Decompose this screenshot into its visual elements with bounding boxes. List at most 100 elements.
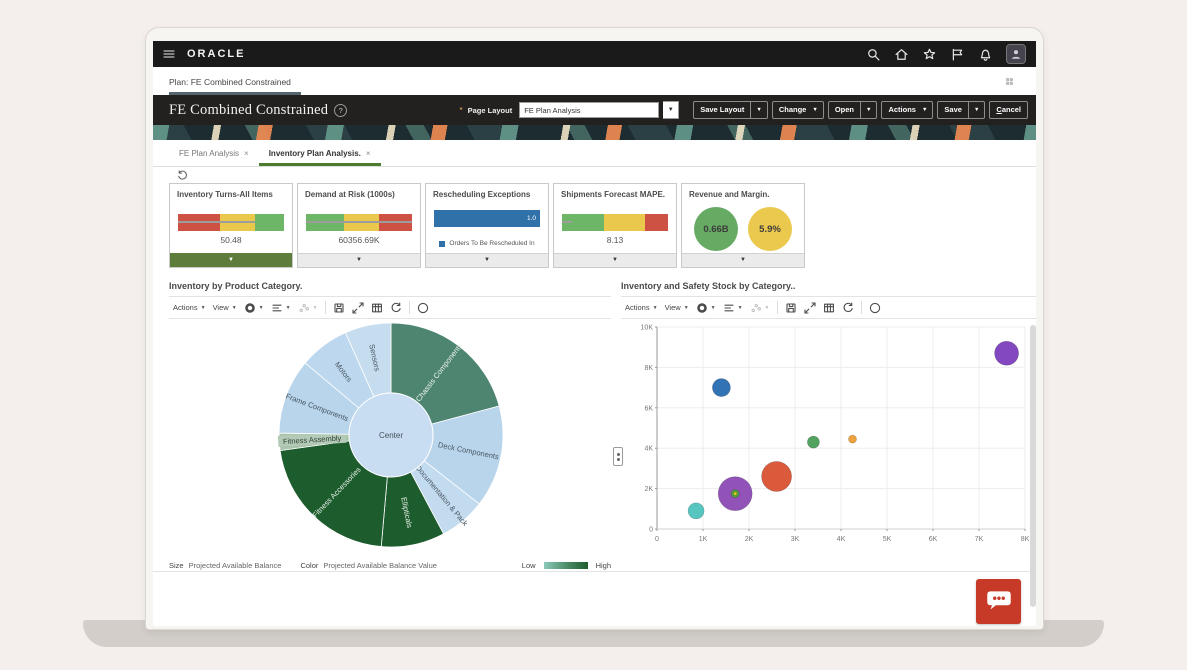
- scatter-chart-icon[interactable]: [750, 302, 762, 314]
- hamburger-menu-icon[interactable]: [163, 48, 175, 60]
- menu-caret: ▼: [683, 304, 689, 311]
- menu-label: Actions: [173, 303, 198, 312]
- view-menu[interactable]: View ▼: [665, 303, 689, 312]
- scatter-chart-icon-menu[interactable]: ▼: [750, 302, 770, 314]
- kpi-expand-footer[interactable]: ▼: [298, 253, 420, 267]
- kpi-tile-rescheduling-exceptions[interactable]: Rescheduling Exceptions 1.0 Orders To Be R…: [425, 183, 549, 268]
- plan-tab[interactable]: Plan: FE Combined Constrained: [169, 71, 301, 95]
- y-axis-pan-control[interactable]: [613, 447, 623, 466]
- save-layout-button[interactable]: Save Layout ▼: [693, 101, 768, 119]
- chat-button[interactable]: [976, 579, 1021, 624]
- bar-format-icon-menu[interactable]: ▼: [723, 302, 743, 314]
- bullet-segment: [604, 214, 645, 231]
- y-tick-label: 10K: [641, 325, 654, 332]
- bubble-chart[interactable]: 0 2K 4K 6K 8K 10K 0 1K 2K 3K 4K 5K 6K 7K 8K: [613, 319, 1036, 560]
- menu-caret: ▼: [652, 304, 658, 311]
- donut-chart-icon-menu[interactable]: ▼: [696, 302, 716, 314]
- table-view-icon[interactable]: [823, 302, 835, 314]
- actions-menu[interactable]: Actions ▼: [173, 303, 206, 312]
- change-button[interactable]: Change ▼: [771, 101, 824, 119]
- export-icon[interactable]: [785, 302, 797, 314]
- panel-toolbar: Actions ▼ View ▼ ▼ ▼ ▼?: [169, 296, 611, 319]
- kpi-tile-revenue-and-margin[interactable]: Revenue and Margin. 0.66B 5.9% ▼: [681, 183, 805, 268]
- bubble-point[interactable]: [733, 491, 738, 496]
- open-button[interactable]: Open ▼: [827, 101, 878, 119]
- bubble-point[interactable]: [761, 461, 792, 492]
- header-buttons: Save Layout ▼ Change ▼ Open ▼ Actions ▼ Save ▼ Can…: [689, 101, 1028, 119]
- button-label: Actions: [888, 105, 916, 114]
- split-caret[interactable]: ▼: [859, 102, 876, 118]
- bullet-marker: [178, 221, 256, 223]
- expand-icon[interactable]: [351, 301, 364, 314]
- restore-icon[interactable]: [390, 301, 402, 314]
- svg-text:?: ?: [421, 305, 425, 312]
- refresh-icon[interactable]: [177, 170, 188, 181]
- kpi-tile-demand-at-risk-1000s[interactable]: Demand at Risk (1000s) 60356.69K ▼: [297, 183, 421, 268]
- tab-inventory-plan-analysis[interactable]: Inventory Plan Analysis. ×: [258, 143, 381, 166]
- export-icon[interactable]: [333, 302, 345, 314]
- page-layout-select-arrow[interactable]: ▼: [663, 101, 680, 119]
- tab-fe-plan-analysis[interactable]: FE Plan Analysis ×: [169, 143, 259, 166]
- flag-icon[interactable]: [951, 48, 964, 61]
- title-help-icon[interactable]: ?: [334, 103, 348, 117]
- panel-toolbar: Actions ▼ View ▼ ▼ ▼ ▼?: [621, 296, 1036, 319]
- bubble-point[interactable]: [848, 434, 857, 444]
- topbar-icons: [867, 48, 992, 61]
- bubble-point[interactable]: [687, 502, 705, 520]
- page-options-grid-icon[interactable]: [1005, 77, 1014, 86]
- help-icon[interactable]: ?: [869, 302, 881, 314]
- y-tick-label: 8K: [644, 365, 653, 372]
- bubble-point[interactable]: [994, 340, 1019, 366]
- scatter-chart-icon[interactable]: [298, 302, 310, 314]
- help-icon[interactable]: ?: [417, 302, 429, 314]
- sunburst-center[interactable]: [348, 392, 434, 478]
- view-menu[interactable]: View ▼: [213, 303, 237, 312]
- kpi-expand-footer[interactable]: ▼: [682, 253, 804, 267]
- actions-button[interactable]: Actions ▼: [881, 101, 934, 119]
- bubble-point[interactable]: [807, 435, 820, 449]
- donut-chart-icon[interactable]: [244, 302, 256, 314]
- bar-format-icon-menu[interactable]: ▼: [271, 302, 291, 314]
- scatter-chart-icon-menu[interactable]: ▼: [298, 302, 318, 314]
- toolbar-separator: [408, 301, 410, 314]
- bar-format-icon[interactable]: [271, 302, 283, 314]
- kpi-tile-shipments-forecast-mape[interactable]: Shipments Forecast MAPE. 8.13 ▼: [553, 183, 677, 268]
- donut-chart-icon[interactable]: [696, 302, 708, 314]
- kpi-expand-footer[interactable]: ▼: [170, 253, 292, 267]
- split-caret[interactable]: ▼: [967, 102, 984, 118]
- panel-title: Inventory by Product Category.: [169, 281, 303, 291]
- menu-caret: ▼: [200, 304, 206, 311]
- y-tick-label: 6K: [644, 405, 653, 412]
- menu-caret: ▼: [737, 304, 743, 311]
- kpi-expand-footer[interactable]: ▼: [554, 253, 676, 267]
- page-layout-select[interactable]: FE Plan Analysis: [519, 102, 660, 118]
- notifications-bell-icon[interactable]: [979, 48, 992, 61]
- save-button[interactable]: Save ▼: [937, 101, 986, 119]
- size-value: Projected Available Balance: [188, 561, 282, 570]
- tab-close-icon[interactable]: ×: [365, 149, 371, 158]
- tab-close-icon[interactable]: ×: [244, 149, 249, 158]
- menu-caret: ▼: [710, 304, 716, 311]
- laptop-frame: ORACLE Plan: FE Combined Constrained FE …: [145, 27, 1044, 630]
- restore-icon[interactable]: [842, 301, 854, 314]
- kpi-tile-inventory-turns-all-items[interactable]: Inventory Turns-All Items 50.48 ▼: [169, 183, 293, 268]
- cancel-button[interactable]: Cancel: [989, 101, 1028, 119]
- search-icon[interactable]: [867, 48, 880, 61]
- vertical-scrollbar[interactable]: [1030, 325, 1036, 607]
- split-caret[interactable]: ▼: [750, 102, 766, 118]
- favorites-star-icon[interactable]: [923, 48, 936, 61]
- sunburst-chart[interactable]: Chassis Components Deck Components Documen…: [169, 319, 611, 558]
- bullet-segment: [255, 214, 284, 231]
- actions-menu[interactable]: Actions ▼: [625, 303, 658, 312]
- user-avatar[interactable]: [1006, 44, 1026, 64]
- donut-chart-icon-menu[interactable]: ▼: [244, 302, 264, 314]
- bar-format-icon[interactable]: [723, 302, 735, 314]
- expand-icon[interactable]: [803, 301, 816, 314]
- decorative-banner: [153, 125, 1036, 140]
- kpi-expand-footer[interactable]: ▼: [426, 253, 548, 267]
- x-tick-label: 8K: [1021, 536, 1030, 543]
- bubble-point[interactable]: [712, 378, 731, 397]
- home-icon[interactable]: [895, 48, 908, 61]
- kpi-value: 60356.69K: [338, 235, 380, 245]
- table-view-icon[interactable]: [371, 302, 383, 314]
